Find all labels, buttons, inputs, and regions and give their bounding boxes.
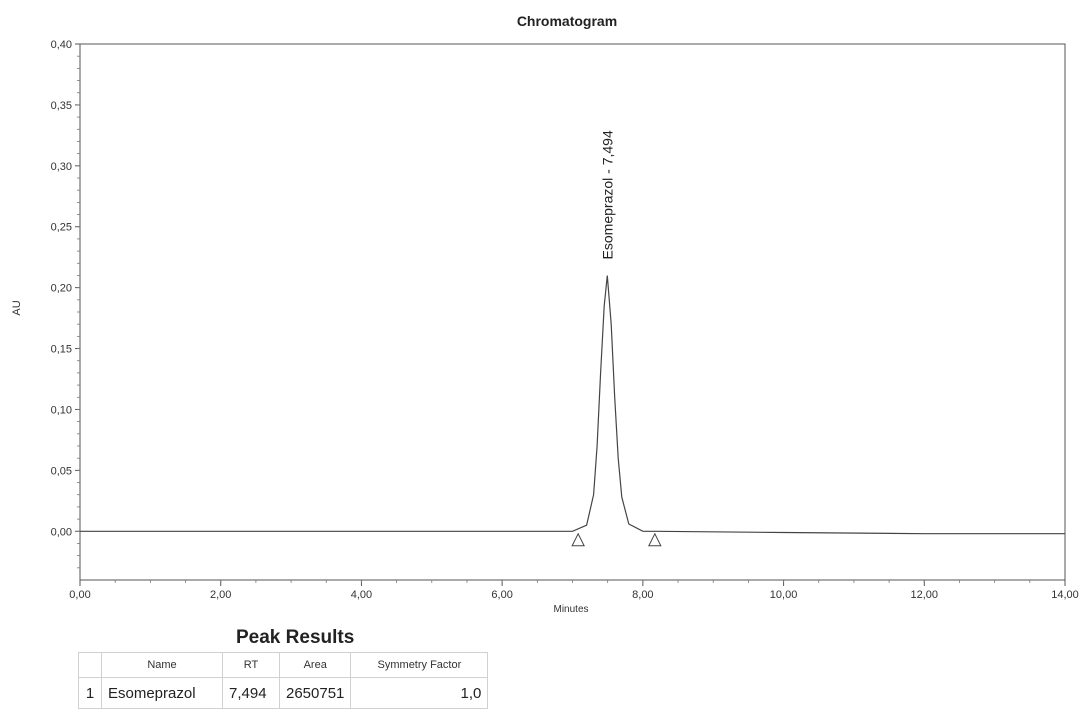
y-tick-label-7: 0,35 xyxy=(51,100,72,112)
row-symmetry-factor: 1,0 xyxy=(350,677,489,709)
row-name: Esomeprazol xyxy=(101,677,223,709)
y-tick-label-2: 0,10 xyxy=(51,404,72,416)
y-axis-label: AU xyxy=(11,300,23,315)
integration-marker-1 xyxy=(648,532,662,547)
header-rt: RT xyxy=(222,652,280,678)
table-header-row: Name RT Area Symmetry Factor xyxy=(78,652,489,678)
peak-results-title: Peak Results xyxy=(236,627,355,648)
plot-area: 0,00 0,05 0,10 0,15 0,20 0,25 0,30 0,35 0,40 0,00… xyxy=(51,39,1079,601)
x-tick-label-3: 6,00 xyxy=(491,589,512,601)
y-tick-label-8: 0,40 xyxy=(51,39,72,51)
row-rt: 7,494 xyxy=(222,677,280,709)
header-index xyxy=(78,652,102,678)
row-index: 1 xyxy=(78,677,102,709)
chromatogram-chart: Chromatogram 0,00 0,05 0,10 0,15 0,20 0,25 0,3… xyxy=(11,13,1079,615)
x-tick-label-6: 12,00 xyxy=(911,589,939,601)
x-axis-label: Minutes xyxy=(553,604,588,615)
row-area: 2650751 xyxy=(278,677,352,709)
integration-marker-0 xyxy=(571,532,585,547)
peak-label-0: Esomeprazol - 7,494 xyxy=(599,130,615,259)
x-tick-label-5: 10,00 xyxy=(770,589,798,601)
x-tick-label-4: 8,00 xyxy=(632,589,653,601)
x-tick-label-1: 2,00 xyxy=(210,589,231,601)
y-tick-label-4: 0,20 xyxy=(51,283,72,295)
peak-results-table: Name RT Area Symmetry Factor 1 Esomepraz… xyxy=(78,652,489,709)
x-tick-label-0: 0,00 xyxy=(69,589,90,601)
plot-frame xyxy=(79,43,1066,581)
y-tick-label-6: 0,30 xyxy=(51,161,72,173)
x-tick-label-2: 4,00 xyxy=(351,589,372,601)
y-tick-label-0: 0,00 xyxy=(51,526,72,538)
y-tick-label-1: 0,05 xyxy=(51,465,72,477)
table-row: 1 Esomeprazol 7,494 2650751 1,0 xyxy=(78,677,489,709)
header-symmetry-factor: Symmetry Factor xyxy=(350,652,489,678)
series-line-0 xyxy=(80,275,1065,535)
x-tick-label-7: 14,00 xyxy=(1051,589,1079,601)
y-tick-label-3: 0,15 xyxy=(51,344,72,356)
header-name: Name xyxy=(101,652,223,678)
header-area: Area xyxy=(278,652,352,678)
y-tick-label-5: 0,25 xyxy=(51,222,72,234)
chart-title: Chromatogram xyxy=(517,13,617,29)
